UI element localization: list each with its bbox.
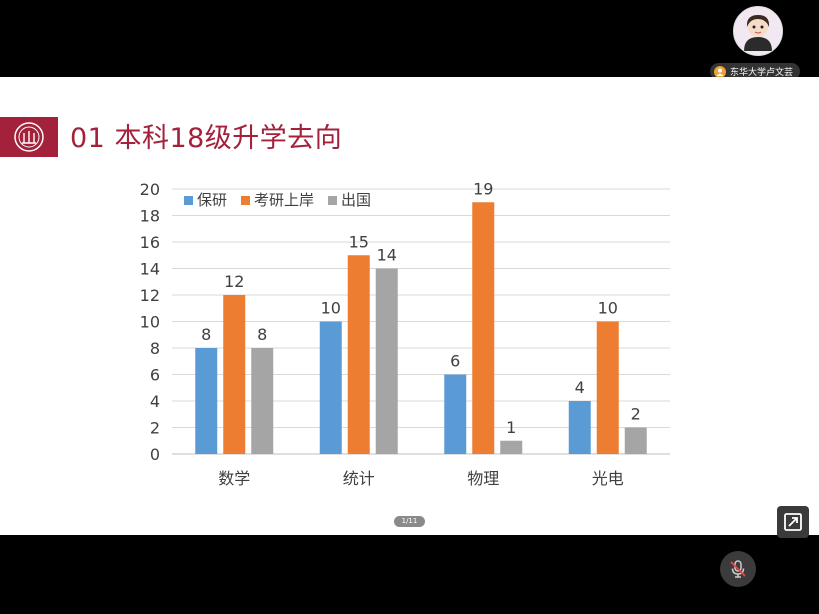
y-tick-label: 12	[140, 286, 160, 305]
bar	[500, 440, 523, 454]
x-tick-label: 光电	[592, 469, 624, 488]
bar	[444, 374, 467, 454]
data-label: 8	[201, 325, 211, 344]
slide-title: 01 本科18级升学去向	[70, 123, 343, 154]
data-label: 6	[450, 352, 460, 371]
shared-slide: 01 本科18级升学去向 0 2 4 6 8 10 12 14 16 18 20 8 12 8 数学 10 15…	[0, 77, 819, 535]
y-tick-label: 8	[150, 339, 160, 358]
data-label: 10	[598, 299, 618, 318]
y-tick-label: 6	[150, 366, 160, 385]
x-tick-label: 数学	[218, 469, 250, 488]
data-label: 19	[473, 179, 493, 198]
bar	[195, 348, 218, 454]
bar	[347, 255, 370, 454]
y-tick-label: 10	[140, 313, 160, 332]
legend-swatch	[241, 196, 250, 205]
data-label: 8	[257, 325, 267, 344]
x-tick-label: 物理	[467, 469, 499, 488]
y-tick-label: 0	[150, 445, 160, 464]
y-tick-label: 14	[140, 260, 160, 279]
bar	[624, 427, 647, 454]
person-icon	[714, 65, 726, 78]
legend-label: 保研	[197, 191, 227, 209]
bar	[223, 295, 246, 454]
y-tick-label: 4	[150, 392, 160, 411]
bar	[319, 321, 342, 454]
bar	[472, 202, 495, 454]
mic-muted-icon	[730, 560, 746, 578]
y-tick-label: 16	[140, 233, 160, 252]
participant-avatar[interactable]	[733, 6, 783, 56]
bar	[251, 348, 274, 454]
x-tick-label: 统计	[343, 469, 375, 488]
participant-name-tag: 东华大学卢文芸	[710, 63, 800, 80]
page-indicator[interactable]: 1/11	[394, 516, 425, 527]
bar	[375, 268, 398, 454]
bar-chart: 0 2 4 6 8 10 12 14 16 18 20 8 12 8 数学 10 15 14 统计 6 19 1 物理 4 10…	[140, 179, 670, 488]
data-label: 2	[631, 405, 641, 424]
expand-icon	[784, 513, 802, 531]
data-label: 10	[321, 299, 341, 318]
university-seal-icon	[0, 117, 58, 157]
participant-name: 东华大学卢文芸	[730, 68, 794, 78]
data-label: 14	[377, 246, 397, 265]
legend-label: 出国	[341, 191, 371, 209]
data-label: 12	[224, 272, 244, 291]
data-label: 15	[349, 232, 369, 251]
mic-button[interactable]	[720, 551, 756, 587]
legend-swatch	[328, 196, 337, 205]
legend-label: 考研上岸	[254, 191, 314, 209]
y-tick-label: 20	[140, 180, 160, 199]
bar	[568, 401, 591, 454]
legend-swatch	[184, 196, 193, 205]
data-label: 1	[506, 418, 516, 437]
y-tick-label: 2	[150, 419, 160, 438]
y-tick-label: 18	[140, 207, 160, 226]
expand-button[interactable]	[777, 506, 809, 538]
data-label: 4	[575, 378, 585, 397]
bar	[596, 321, 619, 454]
